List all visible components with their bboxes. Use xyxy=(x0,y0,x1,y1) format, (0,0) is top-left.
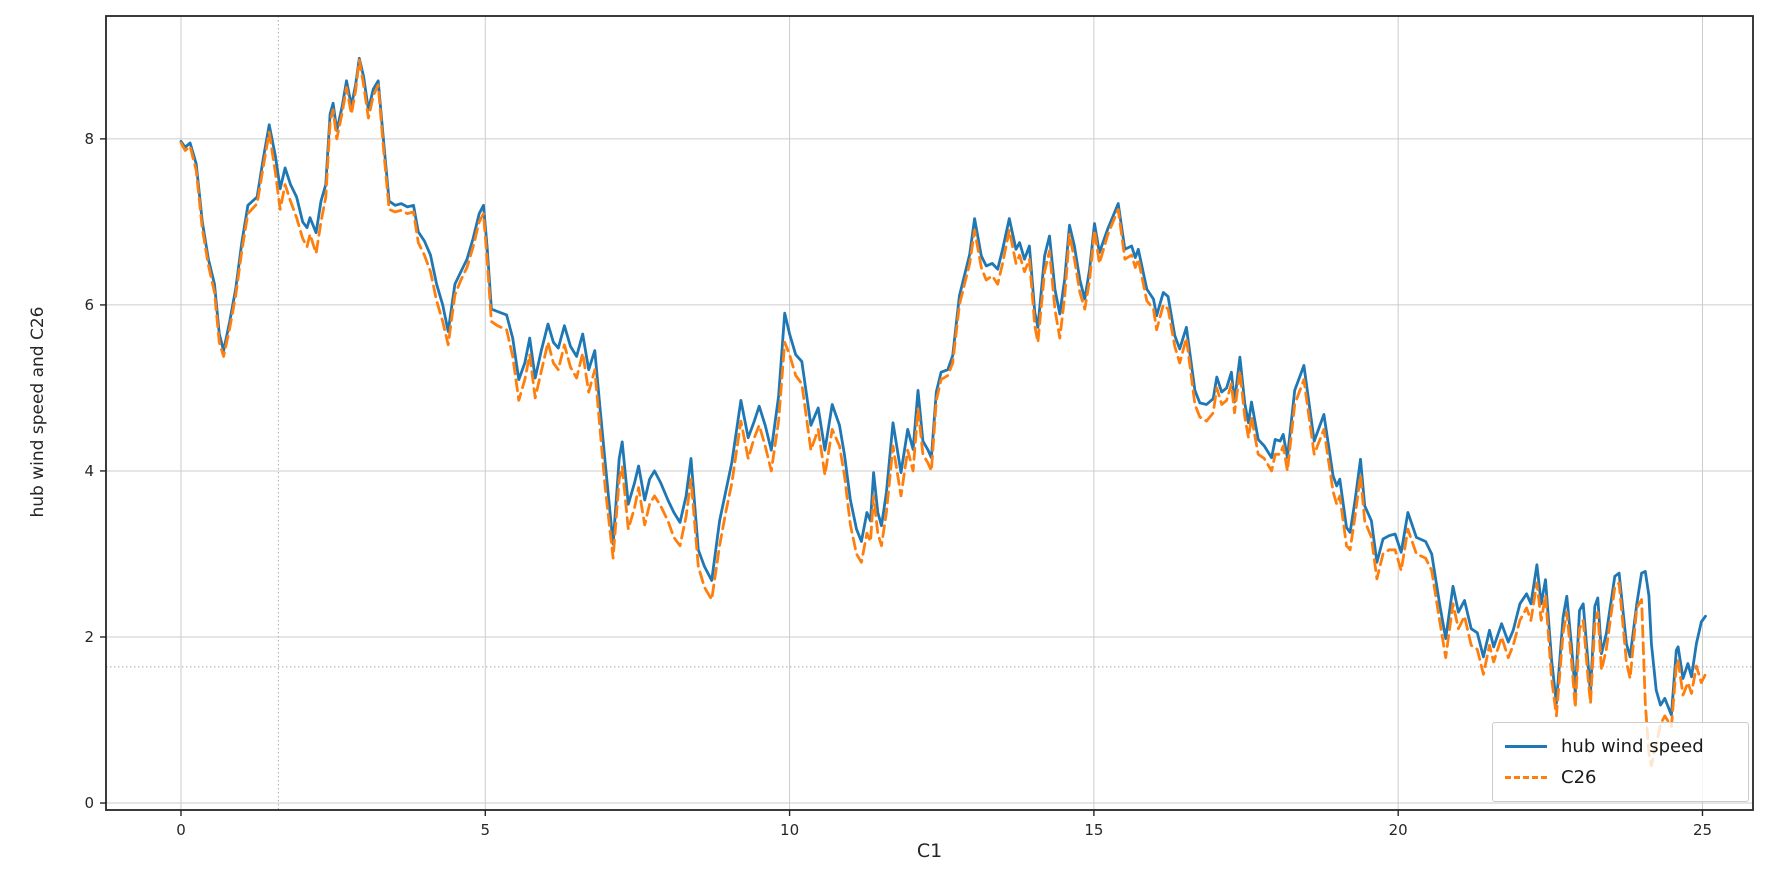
x-tick-label: 0 xyxy=(176,821,186,839)
y-tick-label: 2 xyxy=(84,627,94,646)
legend-entry-c26: C26 xyxy=(1493,767,1748,789)
x-tick-label: 25 xyxy=(1692,821,1713,839)
legend-label: hub wind speed xyxy=(1561,735,1704,757)
x-axis-label: C1 xyxy=(916,840,943,862)
y-axis-label: hub wind speed and C26 xyxy=(28,306,48,518)
x-tick-label: 10 xyxy=(780,821,800,839)
legend-line-sample-dashed-icon xyxy=(1505,776,1547,779)
y-tick-label: 8 xyxy=(84,129,94,148)
y-tick-label: 4 xyxy=(84,461,94,480)
legend: hub wind speed C26 xyxy=(1492,722,1749,802)
x-tick-label: 20 xyxy=(1388,821,1408,839)
x-tick-label: 15 xyxy=(1084,821,1104,839)
y-tick-label: 6 xyxy=(84,295,94,314)
legend-entry-hub-wind-speed: hub wind speed xyxy=(1493,736,1748,758)
y-tick-label: 0 xyxy=(84,794,94,813)
legend-label: C26 xyxy=(1561,766,1597,788)
series-line-c26 xyxy=(179,58,1707,768)
plot-border xyxy=(105,15,1754,811)
x-tick-label: 5 xyxy=(480,821,491,839)
legend-line-sample-solid-icon xyxy=(1505,745,1547,748)
